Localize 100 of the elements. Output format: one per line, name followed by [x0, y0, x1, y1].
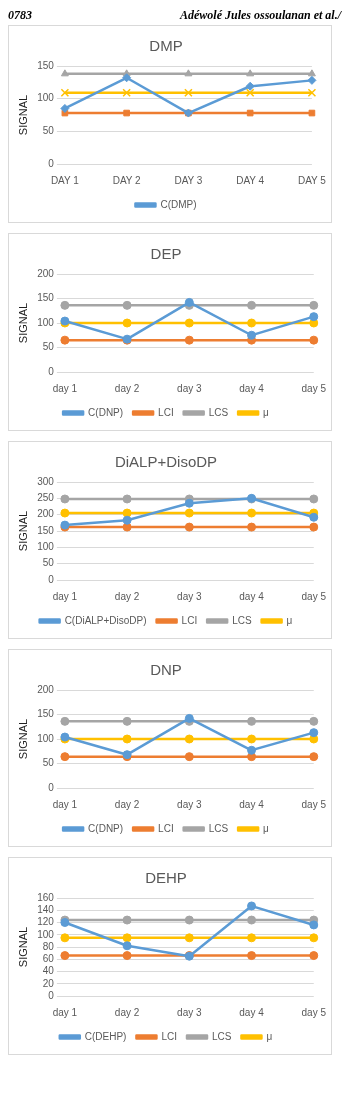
x-tick-label: day 2	[114, 382, 140, 394]
point	[309, 933, 319, 943]
point	[308, 109, 316, 117]
point	[247, 901, 257, 911]
y-tick-label: 140	[37, 904, 55, 915]
y-tick-label: 50	[42, 125, 55, 137]
x-tick-label: DAY 1	[50, 174, 80, 186]
point	[60, 716, 70, 726]
point	[247, 330, 257, 340]
x-tick-label: day 1	[52, 1006, 78, 1018]
point	[60, 300, 70, 310]
y-tick-label: 40	[42, 965, 55, 977]
point	[307, 69, 316, 77]
point	[309, 752, 319, 762]
legend-label: LCI	[161, 1030, 178, 1042]
legend-label: LCS	[208, 406, 229, 418]
point	[247, 522, 257, 532]
x-tick-label: day 3	[177, 1006, 202, 1018]
y-tick-label: 150	[37, 708, 55, 720]
x-tick-label: day 5	[301, 590, 327, 602]
point	[309, 494, 319, 504]
point	[309, 716, 319, 726]
legend-label: LCI	[158, 406, 174, 418]
y-tick-label: 150	[37, 524, 55, 536]
x-tick-label: day 4	[239, 590, 265, 602]
point	[246, 69, 255, 77]
point	[122, 300, 132, 310]
y-tick-label: 20	[42, 977, 55, 989]
y-tick-label: 0	[48, 573, 55, 585]
y-axis-title: SIGNAL	[16, 510, 29, 552]
point	[184, 318, 194, 328]
point	[184, 522, 194, 532]
point	[122, 941, 132, 951]
legend-label: LCS	[232, 614, 252, 626]
legend-label: C(DNP)	[88, 822, 124, 834]
x-tick-label: day 2	[114, 798, 140, 810]
y-tick-label: 0	[48, 781, 55, 793]
y-tick-label: 0	[48, 157, 55, 169]
point	[122, 515, 132, 525]
x-tick-label: day 3	[177, 798, 202, 810]
point	[122, 734, 132, 744]
point	[122, 915, 132, 925]
legend-label: C(DEHP)	[84, 1030, 127, 1042]
x-tick-label: day 4	[239, 798, 265, 810]
legend-label: C(DNP)	[88, 406, 124, 418]
y-tick-label: 120	[37, 916, 55, 928]
point	[247, 933, 257, 943]
point	[60, 951, 70, 961]
point	[184, 69, 193, 77]
point	[184, 933, 194, 943]
point	[309, 920, 319, 930]
point	[60, 508, 70, 518]
chart-title: DiALP+DisoDP	[114, 453, 218, 471]
point	[184, 498, 194, 508]
point	[247, 915, 257, 925]
point	[247, 318, 257, 328]
chart-title: DEP	[150, 245, 182, 263]
chart-title: DEHP	[145, 869, 187, 887]
point	[122, 494, 132, 504]
x-tick-label: DAY 4	[236, 174, 265, 186]
y-tick-label: 60	[42, 953, 55, 964]
y-tick-label: 250	[37, 492, 55, 504]
chart-title: DMP	[149, 37, 183, 55]
x-tick-label: day 5	[301, 1006, 327, 1018]
point	[309, 512, 319, 522]
legend-label: LCI	[181, 614, 198, 626]
text: 0783	[8, 8, 32, 23]
legend-label: μ	[286, 614, 293, 626]
point	[309, 522, 319, 532]
point	[307, 75, 317, 85]
y-axis-title: SIGNAL	[16, 926, 29, 968]
x-tick-label: day 1	[52, 382, 78, 394]
point	[247, 716, 257, 726]
x-tick-label: DAY 5	[297, 174, 327, 186]
point	[60, 752, 70, 762]
point	[184, 752, 194, 762]
point	[184, 915, 194, 925]
point	[309, 335, 319, 345]
point	[309, 728, 319, 738]
point	[184, 508, 194, 518]
y-tick-label: 150	[37, 59, 55, 71]
point	[247, 300, 257, 310]
point	[122, 88, 131, 98]
point	[184, 734, 194, 744]
point	[122, 73, 132, 83]
x-tick-label: DAY 2	[112, 174, 142, 186]
legend-label: C(DiALP+DisoDP)	[64, 614, 147, 626]
y-axis-title: SIGNAL	[16, 718, 29, 760]
y-tick-label: 300	[37, 475, 55, 487]
point	[309, 312, 319, 322]
legend-label: C(DMP)	[160, 198, 197, 210]
point	[123, 109, 130, 117]
point	[122, 318, 132, 328]
point	[309, 300, 319, 310]
y-axis-title: SIGNAL	[16, 302, 29, 344]
y-tick-label: 150	[37, 292, 55, 304]
point	[122, 508, 132, 518]
x-tick-label: day 3	[177, 382, 202, 394]
x-tick-label: day 1	[52, 590, 78, 602]
x-tick-label: day 4	[239, 382, 265, 394]
